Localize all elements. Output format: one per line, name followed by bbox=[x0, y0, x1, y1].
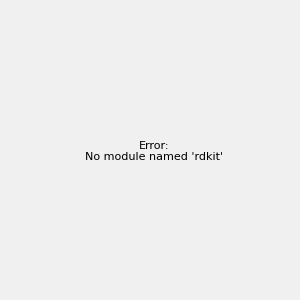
Text: Error:
No module named 'rdkit': Error: No module named 'rdkit' bbox=[85, 141, 223, 162]
